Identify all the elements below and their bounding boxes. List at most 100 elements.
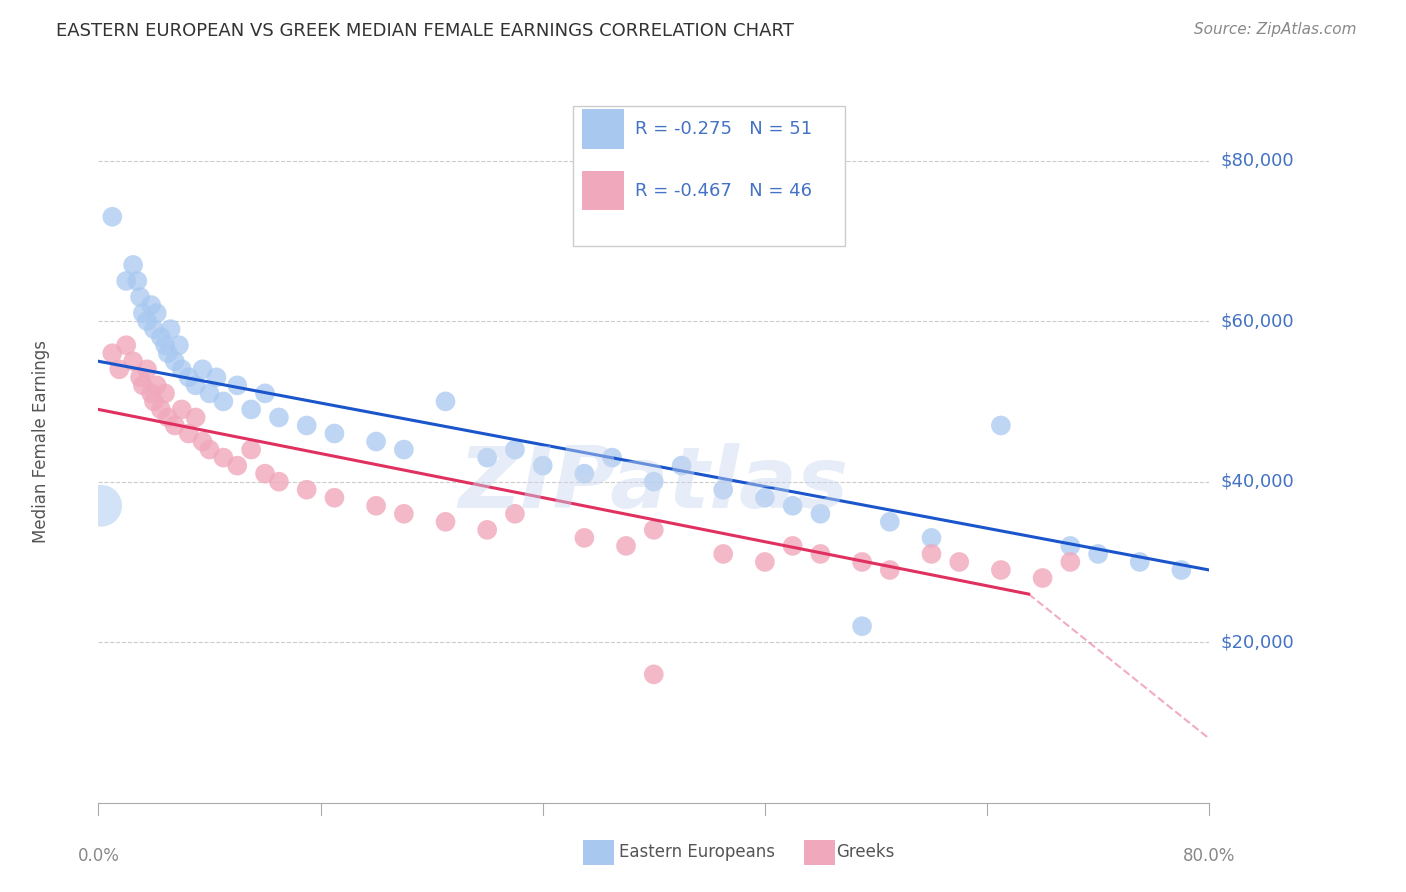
Point	[132, 378, 155, 392]
Point	[879, 515, 901, 529]
Point	[810, 547, 832, 561]
Point	[108, 362, 131, 376]
Point	[156, 410, 179, 425]
Point	[132, 306, 155, 320]
Point	[170, 402, 193, 417]
Text: R = -0.275   N = 51: R = -0.275 N = 51	[636, 120, 813, 137]
Point	[253, 386, 276, 401]
Point	[136, 362, 159, 376]
Point	[1129, 555, 1152, 569]
Point	[198, 386, 221, 401]
Point	[434, 394, 457, 409]
Bar	[582, 170, 624, 211]
Point	[101, 346, 124, 360]
Text: Eastern Europeans: Eastern Europeans	[619, 843, 775, 861]
Point	[127, 274, 149, 288]
Point	[1170, 563, 1192, 577]
Point	[167, 338, 190, 352]
Point	[159, 322, 181, 336]
Point	[323, 426, 346, 441]
Point	[851, 555, 873, 569]
Point	[177, 426, 200, 441]
Point	[1032, 571, 1054, 585]
Point	[754, 491, 776, 505]
Point	[136, 314, 159, 328]
Point	[948, 555, 970, 569]
Point	[153, 338, 176, 352]
Point	[122, 354, 145, 368]
Point	[90, 499, 112, 513]
Text: Source: ZipAtlas.com: Source: ZipAtlas.com	[1194, 22, 1357, 37]
Text: 80.0%: 80.0%	[1182, 847, 1236, 865]
Point	[240, 402, 263, 417]
Text: ZIPatlas: ZIPatlas	[458, 443, 849, 526]
Point	[143, 322, 166, 336]
Point	[205, 370, 228, 384]
FancyBboxPatch shape	[572, 105, 845, 246]
Point	[1059, 539, 1081, 553]
Point	[141, 386, 163, 401]
Point	[184, 410, 207, 425]
Text: Median Female Earnings: Median Female Earnings	[32, 340, 49, 543]
Text: $20,000: $20,000	[1220, 633, 1294, 651]
Point	[574, 467, 596, 481]
Point	[711, 483, 734, 497]
Point	[392, 442, 415, 457]
Point	[323, 491, 346, 505]
Point	[475, 523, 499, 537]
Point	[163, 354, 186, 368]
Point	[122, 258, 145, 272]
Point	[163, 418, 186, 433]
Text: $40,000: $40,000	[1220, 473, 1294, 491]
Text: 0.0%: 0.0%	[77, 847, 120, 865]
Point	[226, 458, 249, 473]
Point	[212, 394, 235, 409]
Point	[754, 555, 776, 569]
Point	[184, 378, 207, 392]
Point	[267, 410, 290, 425]
Point	[145, 378, 167, 392]
Point	[149, 330, 172, 344]
Text: EASTERN EUROPEAN VS GREEK MEDIAN FEMALE EARNINGS CORRELATION CHART: EASTERN EUROPEAN VS GREEK MEDIAN FEMALE …	[56, 22, 794, 40]
Text: $60,000: $60,000	[1220, 312, 1294, 330]
Point	[212, 450, 235, 465]
Point	[129, 370, 152, 384]
Point	[191, 434, 214, 449]
Point	[574, 531, 596, 545]
Point	[253, 467, 276, 481]
Point	[240, 442, 263, 457]
Point	[879, 563, 901, 577]
Point	[643, 475, 665, 489]
Point	[141, 298, 163, 312]
Point	[920, 531, 942, 545]
Point	[366, 434, 388, 449]
Point	[990, 563, 1012, 577]
Point	[503, 507, 526, 521]
Point	[782, 499, 804, 513]
Point	[643, 523, 665, 537]
Point	[226, 378, 249, 392]
Point	[156, 346, 179, 360]
Point	[851, 619, 873, 633]
Bar	[582, 109, 624, 149]
Text: $80,000: $80,000	[1220, 152, 1294, 169]
Point	[643, 667, 665, 681]
Point	[671, 458, 693, 473]
Point	[782, 539, 804, 553]
Point	[149, 402, 172, 417]
Point	[145, 306, 167, 320]
Text: R = -0.467   N = 46: R = -0.467 N = 46	[636, 182, 811, 200]
Point	[295, 418, 318, 433]
Point	[129, 290, 152, 304]
Point	[267, 475, 290, 489]
Point	[1059, 555, 1081, 569]
Text: Greeks: Greeks	[837, 843, 896, 861]
Point	[1087, 547, 1109, 561]
Point	[810, 507, 832, 521]
Point	[392, 507, 415, 521]
Point	[920, 547, 942, 561]
Point	[170, 362, 193, 376]
Point	[191, 362, 214, 376]
Point	[475, 450, 499, 465]
Point	[711, 547, 734, 561]
